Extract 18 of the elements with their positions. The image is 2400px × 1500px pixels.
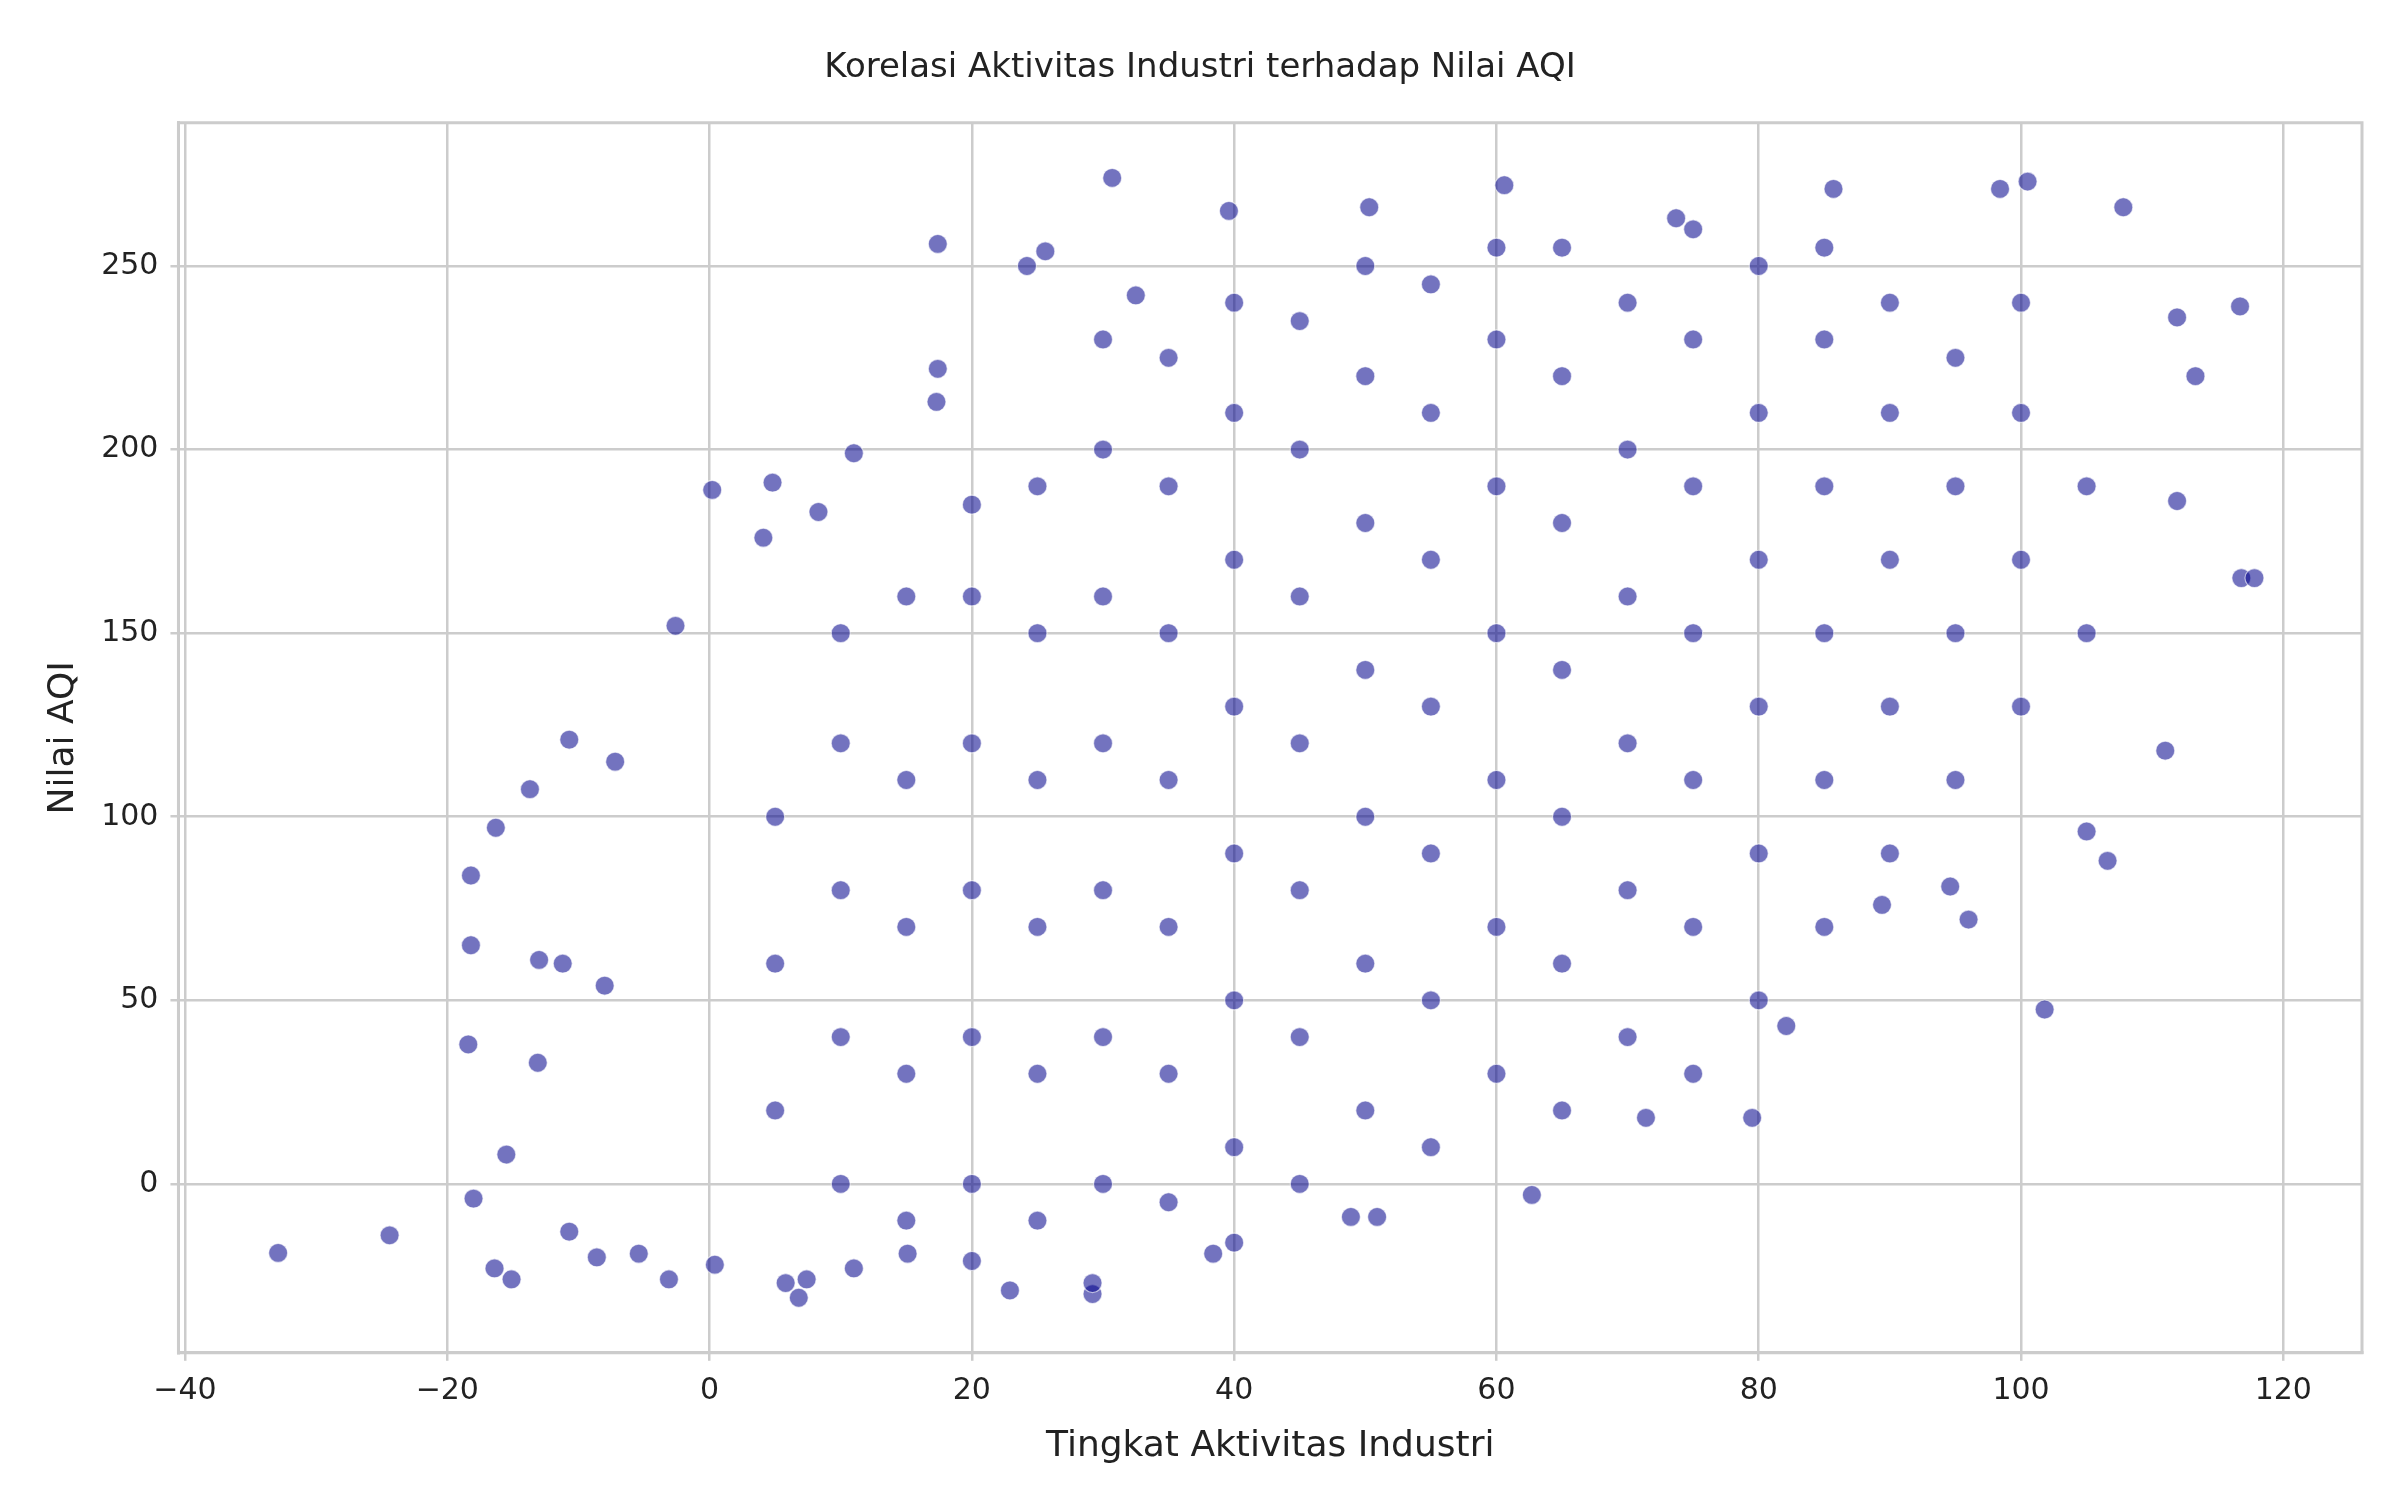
- x-tick-label: 60: [1477, 1370, 1516, 1406]
- y-axis-title: Nilai AQI: [39, 661, 81, 815]
- x-axis-title: Tingkat Aktivitas Industri: [1045, 1422, 1495, 1464]
- chart-title: Korelasi Aktivitas Industri terhadap Nilai AQI: [824, 45, 1576, 86]
- x-tick-label: −20: [415, 1370, 479, 1406]
- y-tick-label: 200: [101, 429, 159, 465]
- x-tick-label: 100: [1992, 1370, 2050, 1406]
- x-tick-label: 80: [1739, 1370, 1778, 1406]
- x-tick-label: 120: [2254, 1370, 2312, 1406]
- y-tick-label: 50: [120, 980, 159, 1016]
- x-tick-label: −40: [153, 1370, 217, 1406]
- x-tick-label: 0: [700, 1370, 720, 1406]
- y-tick-label: 250: [101, 245, 159, 281]
- x-tick-label: 20: [952, 1370, 991, 1406]
- y-tick-label: 100: [101, 796, 159, 832]
- y-tick-label: 0: [139, 1163, 159, 1199]
- x-tick-label: 40: [1215, 1370, 1254, 1406]
- y-tick-label: 150: [101, 612, 159, 648]
